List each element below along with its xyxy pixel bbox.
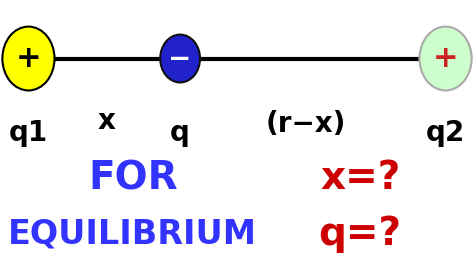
- Text: q: q: [170, 119, 190, 147]
- Text: x=?: x=?: [320, 159, 401, 197]
- Text: −: −: [168, 44, 192, 73]
- Text: q=?: q=?: [319, 215, 402, 253]
- Text: EQUILIBRIUM: EQUILIBRIUM: [8, 218, 257, 251]
- Text: FOR: FOR: [88, 159, 178, 197]
- Ellipse shape: [2, 27, 55, 90]
- Ellipse shape: [160, 35, 200, 82]
- Text: x: x: [98, 107, 116, 135]
- Text: q1: q1: [9, 119, 48, 147]
- Ellipse shape: [419, 27, 472, 90]
- Text: +: +: [16, 44, 41, 73]
- Text: (r−x): (r−x): [265, 110, 346, 138]
- Text: +: +: [433, 44, 458, 73]
- Text: q2: q2: [426, 119, 465, 147]
